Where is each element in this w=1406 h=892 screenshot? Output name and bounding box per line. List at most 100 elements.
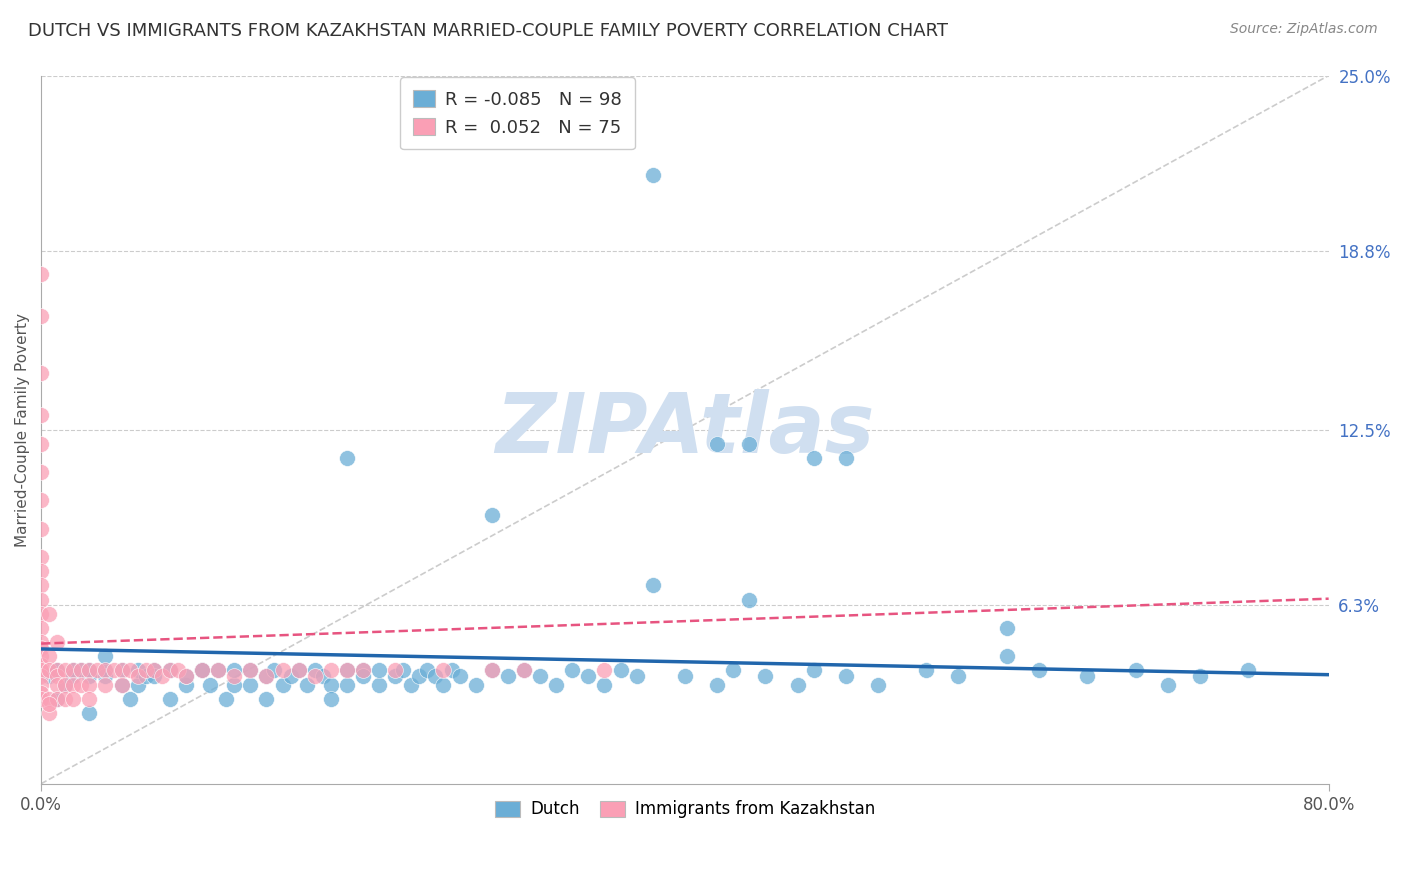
- Point: [30, 409, 52, 423]
- Point: [786, 677, 808, 691]
- Point: [440, 664, 463, 678]
- Point: [30, 677, 52, 691]
- Point: [866, 677, 889, 691]
- Point: [481, 664, 503, 678]
- Point: [127, 664, 149, 678]
- Point: [721, 664, 744, 678]
- Point: [118, 664, 141, 678]
- Point: [224, 664, 246, 678]
- Point: [30, 550, 52, 565]
- Point: [1028, 664, 1050, 678]
- Point: [304, 669, 326, 683]
- Point: [425, 669, 447, 683]
- Point: [30, 310, 52, 324]
- Point: [915, 664, 938, 678]
- Point: [30, 578, 52, 592]
- Point: [150, 669, 173, 683]
- Point: [46, 669, 69, 683]
- Point: [803, 664, 825, 678]
- Point: [561, 664, 583, 678]
- Point: [94, 664, 117, 678]
- Point: [408, 669, 430, 683]
- Point: [835, 450, 858, 465]
- Point: [127, 677, 149, 691]
- Point: [30, 640, 52, 655]
- Point: [738, 592, 761, 607]
- Point: [312, 669, 335, 683]
- Point: [30, 437, 52, 451]
- Point: [215, 691, 238, 706]
- Point: [641, 578, 664, 592]
- Point: [239, 664, 262, 678]
- Point: [30, 493, 52, 508]
- Point: [79, 677, 101, 691]
- Point: [384, 669, 406, 683]
- Point: [254, 669, 277, 683]
- Point: [30, 669, 52, 683]
- Point: [110, 677, 132, 691]
- Point: [62, 664, 84, 678]
- Point: [1237, 664, 1260, 678]
- Point: [94, 669, 117, 683]
- Text: ZIPAtlas: ZIPAtlas: [495, 389, 875, 470]
- Point: [94, 649, 117, 664]
- Point: [738, 437, 761, 451]
- Point: [368, 664, 391, 678]
- Point: [368, 677, 391, 691]
- Point: [174, 677, 197, 691]
- Point: [384, 664, 406, 678]
- Point: [271, 677, 294, 691]
- Point: [336, 677, 359, 691]
- Point: [336, 664, 359, 678]
- Point: [432, 677, 454, 691]
- Point: [593, 664, 616, 678]
- Point: [239, 664, 262, 678]
- Point: [481, 508, 503, 522]
- Point: [673, 669, 696, 683]
- Point: [142, 669, 165, 683]
- Point: [513, 664, 536, 678]
- Point: [207, 664, 229, 678]
- Point: [79, 664, 101, 678]
- Point: [46, 677, 69, 691]
- Point: [352, 664, 374, 678]
- Point: [53, 677, 76, 691]
- Point: [464, 677, 486, 691]
- Point: [191, 664, 214, 678]
- Point: [336, 450, 359, 465]
- Point: [319, 677, 342, 691]
- Point: [110, 664, 132, 678]
- Point: [754, 669, 776, 683]
- Point: [110, 664, 132, 678]
- Point: [271, 664, 294, 678]
- Point: [416, 664, 439, 678]
- Text: Source: ZipAtlas.com: Source: ZipAtlas.com: [1230, 22, 1378, 37]
- Point: [30, 657, 52, 672]
- Point: [392, 664, 415, 678]
- Point: [135, 669, 157, 683]
- Point: [481, 664, 503, 678]
- Point: [995, 621, 1018, 635]
- Point: [546, 677, 568, 691]
- Point: [62, 664, 84, 678]
- Y-axis label: Married-Couple Family Poverty: Married-Couple Family Poverty: [15, 312, 30, 547]
- Point: [191, 664, 214, 678]
- Point: [30, 691, 52, 706]
- Point: [142, 664, 165, 678]
- Point: [1188, 669, 1211, 683]
- Point: [287, 664, 309, 678]
- Point: [38, 669, 60, 683]
- Point: [706, 677, 728, 691]
- Point: [30, 635, 52, 649]
- Point: [38, 691, 60, 706]
- Text: DUTCH VS IMMIGRANTS FROM KAZAKHSTAN MARRIED-COUPLE FAMILY POVERTY CORRELATION CH: DUTCH VS IMMIGRANTS FROM KAZAKHSTAN MARR…: [28, 22, 948, 40]
- Point: [30, 465, 52, 479]
- Point: [86, 664, 108, 678]
- Point: [110, 677, 132, 691]
- Legend: Dutch, Immigrants from Kazakhstan: Dutch, Immigrants from Kazakhstan: [488, 794, 882, 825]
- Point: [641, 168, 664, 182]
- Point: [46, 664, 69, 678]
- Point: [449, 669, 471, 683]
- Point: [79, 706, 101, 720]
- Point: [224, 677, 246, 691]
